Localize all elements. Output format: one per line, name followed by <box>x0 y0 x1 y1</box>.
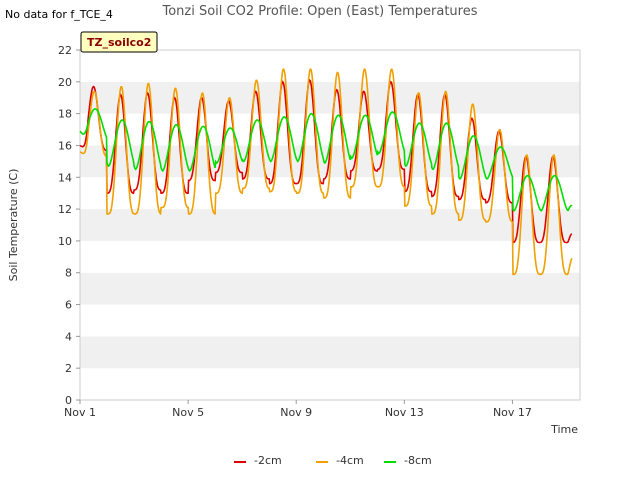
legend-label: -2cm <box>254 454 282 467</box>
y-tick-label: 4 <box>65 330 72 343</box>
x-tick-label: Nov 9 <box>280 406 312 419</box>
y-tick-label: 6 <box>65 299 72 312</box>
x-tick-label: Nov 17 <box>493 406 532 419</box>
y-axis-ticks: 0 2 4 6 8 10 12 14 16 18 20 22 <box>58 44 80 407</box>
legend-label: -4cm <box>336 454 364 467</box>
series-line-4cmcm <box>79 68 573 276</box>
x-axis-label: Time <box>550 423 578 436</box>
chart-title: Tonzi Soil CO2 Profile: Open (East) Temp… <box>161 4 477 19</box>
y-tick-label: 10 <box>58 235 72 248</box>
y-tick-label: 16 <box>58 139 72 152</box>
badge-label: TZ_soilco2 <box>87 36 151 49</box>
y-tick-label: 0 <box>65 394 72 407</box>
grid-band <box>80 336 580 369</box>
no-data-note: No data for f_TCE_4 <box>5 8 113 21</box>
y-tick-label: 22 <box>58 44 72 57</box>
grid-band <box>80 81 580 114</box>
grid-band <box>80 240 580 273</box>
y-tick-label: 14 <box>58 171 72 184</box>
series-layer <box>79 68 573 276</box>
grid-band <box>80 272 580 305</box>
x-tick-label: Nov 1 <box>64 406 96 419</box>
y-tick-label: 8 <box>65 267 72 280</box>
y-tick-label: 20 <box>58 76 72 89</box>
legend-label: -8cm <box>404 454 432 467</box>
badge-box <box>80 31 158 53</box>
grid-band <box>80 50 580 82</box>
series-line-2cmcm <box>79 78 573 244</box>
series-line-8cmcm <box>79 108 573 212</box>
plot-area <box>79 49 581 401</box>
dataset-badge: TZ_soilco2 <box>80 31 158 53</box>
legend: -2cm -4cm -8cm <box>234 454 432 467</box>
y-tick-label: 2 <box>65 362 72 375</box>
y-tick-label: 18 <box>58 108 72 121</box>
grid-band <box>80 304 580 337</box>
plot-background-bands <box>80 50 580 400</box>
x-axis-ticks: Nov 1 Nov 5 Nov 9 Nov 13 Nov 17 <box>64 400 532 419</box>
y-tick-label: 12 <box>58 203 72 216</box>
x-tick-label: Nov 13 <box>385 406 424 419</box>
x-tick-label: Nov 5 <box>172 406 204 419</box>
y-axis-label: Soil Temperature (C) <box>7 169 20 282</box>
grid-band <box>80 209 580 241</box>
grid-band <box>80 368 580 400</box>
